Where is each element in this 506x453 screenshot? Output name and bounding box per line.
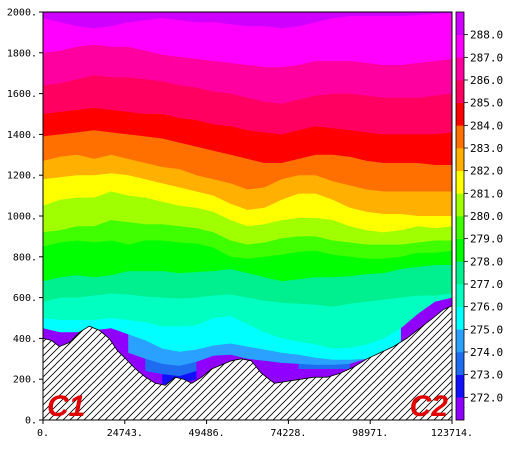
colorbar-swatch <box>456 374 464 398</box>
y-tick-label: 1000. <box>7 212 37 223</box>
colorbar-label: 275.0 <box>470 323 503 336</box>
colorbar-label: 285.0 <box>470 97 503 110</box>
colorbar-swatch <box>456 102 464 126</box>
colorbar-label: 280.0 <box>470 210 503 223</box>
x-axis: 0. 24743. 49486. 74228. 98971. 123714. <box>37 420 473 439</box>
colorbar-swatch <box>456 12 464 35</box>
colorbar-swatch <box>456 238 464 262</box>
y-tick-label: 200. <box>13 375 37 386</box>
y-tick-label: 800. <box>13 252 37 263</box>
x-tick-label: 24743. <box>107 428 143 439</box>
colorbar-label: 272.0 <box>470 391 503 404</box>
colorbar-swatch <box>456 148 464 171</box>
y-tick-label: 1800. <box>7 48 37 59</box>
colorbar-swatch <box>456 216 464 239</box>
y-tick-label: 400. <box>13 334 37 345</box>
annotation-c2: C2 <box>410 390 449 423</box>
terrain <box>43 305 452 420</box>
colorbar-label: 288.0 <box>470 29 503 42</box>
colorbar-label: 282.0 <box>470 165 503 178</box>
colorbar-label: 273.0 <box>470 369 503 382</box>
contour-bands <box>43 12 452 420</box>
colorbar-label: 276.0 <box>470 301 503 314</box>
colorbar-swatch <box>456 306 464 330</box>
colorbar-label: 274.0 <box>470 346 503 359</box>
colorbar: 272.0 273.0 274.0 275.0 276.0 277.0 278.0 279.0… <box>455 11 503 421</box>
colorbar-swatch <box>456 34 464 58</box>
colorbar-label: 287.0 <box>470 51 503 64</box>
y-tick-label: 0. <box>25 416 37 427</box>
contour-band <box>43 12 452 29</box>
contour-band <box>43 12 452 68</box>
terrain-layer <box>43 305 452 420</box>
colorbar-label: 283.0 <box>470 142 503 155</box>
colorbar-swatch <box>456 352 464 375</box>
colorbar-swatch <box>456 261 464 285</box>
colorbar-swatch <box>456 57 464 81</box>
x-tick-label: 49486. <box>189 428 225 439</box>
colorbar-label: 284.0 <box>470 119 503 132</box>
colorbar-swatch <box>456 193 464 217</box>
colorbar-label: 281.0 <box>470 187 503 200</box>
x-tick-label: 98971. <box>352 428 388 439</box>
y-tick-label: 1400. <box>7 130 37 141</box>
colorbar-label: 278.0 <box>470 255 503 268</box>
x-tick-label: 123714. <box>431 428 473 439</box>
colorbar-swatch <box>456 125 464 149</box>
colorbar-swatch <box>456 329 464 353</box>
colorbar-swatch <box>456 284 464 307</box>
colorbar-label: 286.0 <box>470 74 503 87</box>
y-tick-label: 600. <box>13 293 37 304</box>
colorbar-swatch <box>456 397 464 421</box>
x-tick-label: 74228. <box>270 428 306 439</box>
y-tick-label: 2000. <box>7 8 37 19</box>
colorbar-swatch <box>456 170 464 194</box>
y-tick-label: 1200. <box>7 171 37 182</box>
colorbar-swatch <box>456 80 464 103</box>
colorbar-label: 277.0 <box>470 278 503 291</box>
y-axis: 0. 200. 400. 600. 800. 1000. 1200. 1400. 1600. 18… <box>7 8 43 427</box>
annotation-c1: C1 <box>47 390 85 423</box>
x-tick-label: 0. <box>37 428 49 439</box>
colorbar-label: 279.0 <box>470 233 503 246</box>
y-tick-label: 1600. <box>7 89 37 100</box>
